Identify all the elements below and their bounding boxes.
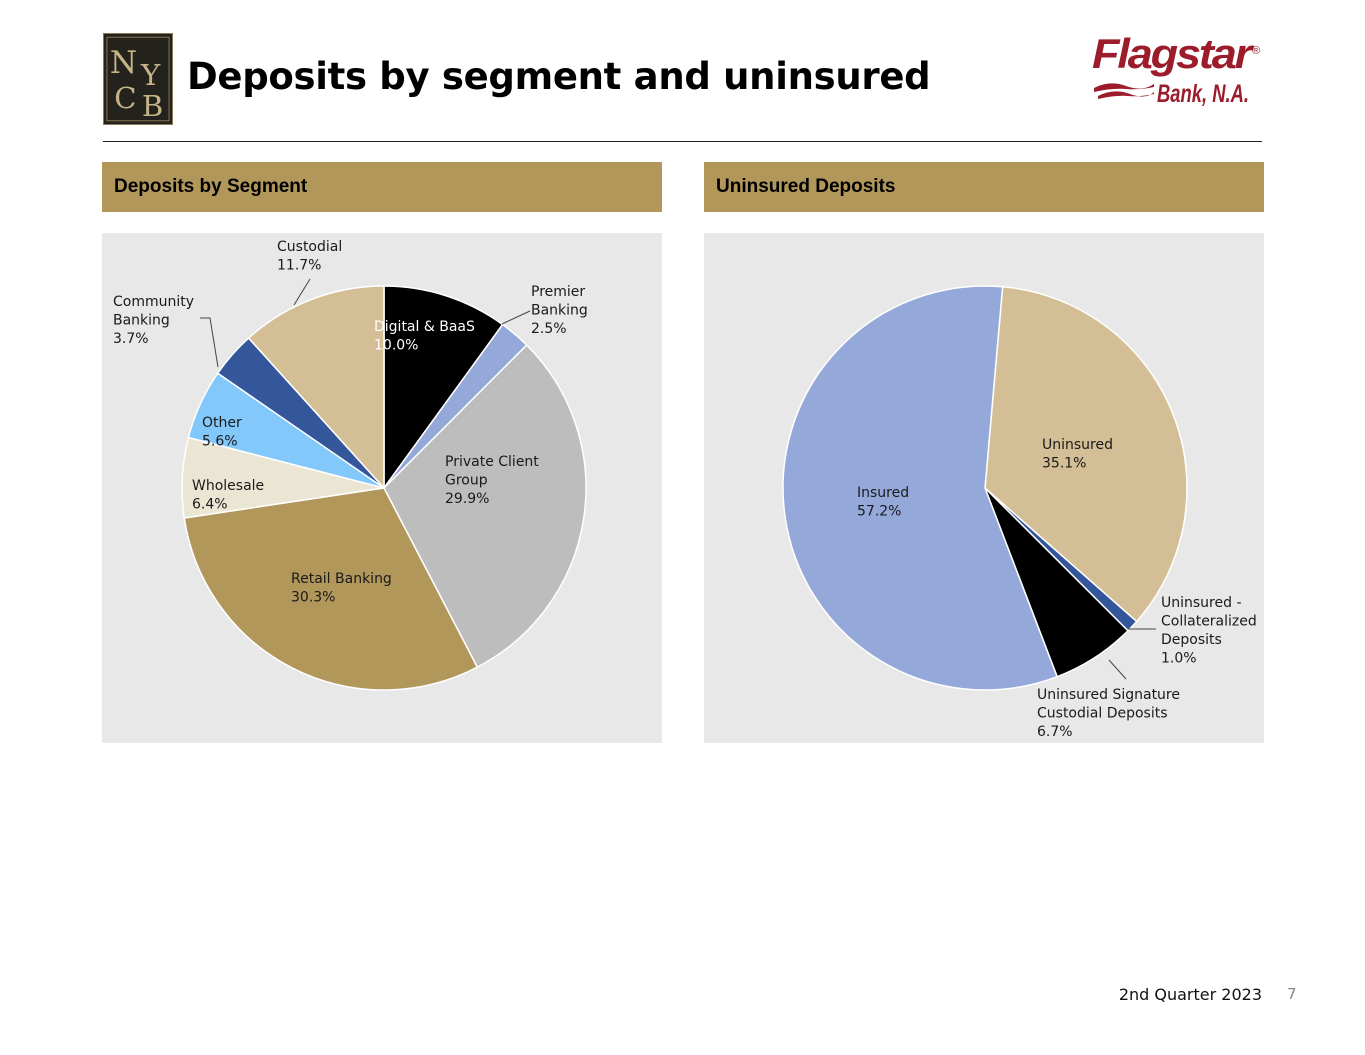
pie-slice-insured [782,285,1059,691]
panel-header-deposits-by-segment: Deposits by Segment [102,162,662,212]
flagstar-logo: Flagstar ® Bank, N.A. [1088,30,1268,110]
data-label-uninsured-collateralized-deposits: Uninsured -Collateralized Deposits 1.0% [1161,595,1257,667]
data-label-community-banking: Community Banking 3.7% [113,294,194,347]
leader-line-custodial [293,278,311,306]
page-number: 7 [1287,985,1297,1003]
data-label-uninsured-signature-custodial-deposits: Uninsured Signature Custodial Deposits 6.7… [1037,687,1180,740]
data-label-insured: Insured 57.2% [857,485,909,520]
svg-text:Bank, N.A.: Bank, N.A. [1157,80,1249,108]
footer-quarter: 2nd Quarter 2023 [1118,985,1262,1004]
svg-text:N: N [110,45,137,81]
pie-labels: Digital & BaaS 10.0% Premier Banking 2.5% Pri… [113,239,588,606]
leader-line-community-banking [200,317,219,368]
data-label-private-client-group: Private Client Group 29.9% [445,454,539,507]
uninsured-deposits-pie: Uninsured 35.1% Uninsured -Collateralized D… [782,285,1257,740]
pie-slice-uninsured [984,285,1188,623]
svg-text:C: C [114,81,136,115]
leader-line-premier-banking [501,310,531,325]
title-divider [103,141,1262,142]
data-label-uninsured: Uninsured 35.1% [1042,437,1113,472]
panel-header-uninsured-deposits: Uninsured Deposits [704,162,1264,212]
nycb-logo-mark: N Y C B [106,36,170,123]
data-label-premier-banking: Premier Banking 2.5% [531,284,588,337]
svg-text:Y: Y [140,58,161,92]
pie-slice-digital-baas [383,285,504,491]
pie-slice-private-client-group [383,343,587,669]
deposits-by-segment-chart-area: Digital & BaaS 10.0% Premier Banking 2.5% Pri… [102,233,662,743]
nycb-logo: N Y C B [103,33,173,125]
page-title: Deposits by segment and uninsured [187,55,931,98]
svg-text:Flagstar: Flagstar [1092,30,1255,77]
deposits-by-segment-pie: Digital & BaaS 10.0% Premier Banking 2.5% Pri… [113,239,588,691]
data-label-wholesale: Wholesale 6.4% [192,478,264,513]
svg-text:®: ® [1252,45,1260,57]
svg-text:B: B [142,89,163,123]
pie-slice-custodial [247,285,385,490]
flagstar-logo-mark: Flagstar ® Bank, N.A. [1092,30,1260,108]
uninsured-deposits-chart-area: Uninsured 35.1% Uninsured -Collateralized D… [704,233,1264,743]
data-label-other: Other 5.6% [202,415,242,450]
data-label-custodial: Custodial 11.7% [277,239,342,274]
data-label-digital-baas: Digital & BaaS 10.0% [374,319,475,354]
data-label-retail-banking: Retail Banking 30.3% [291,571,392,606]
leader-line-uninsured-signature-custodial-deposits [1108,659,1127,680]
pie-labels: Uninsured 35.1% Uninsured -Collateralized D… [857,437,1257,740]
pie-slice-retail-banking [183,487,479,691]
pie-slices [782,285,1188,691]
pie-slices [181,285,587,691]
